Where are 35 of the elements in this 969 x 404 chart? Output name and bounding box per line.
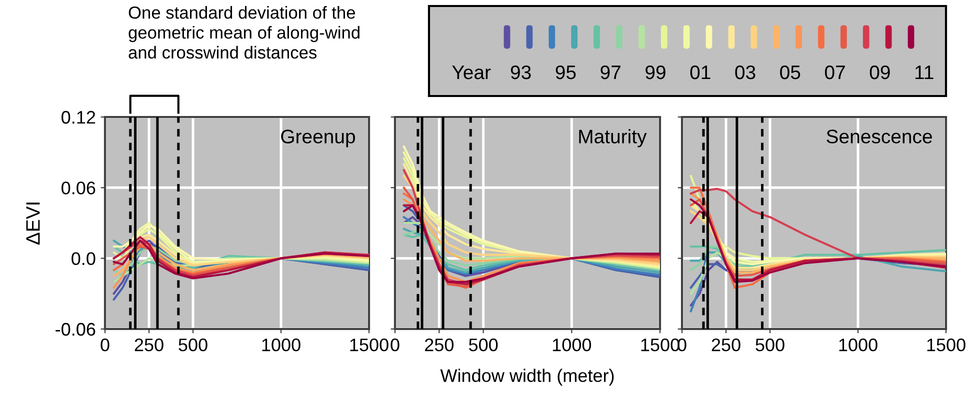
x-tick-label: 0 [100,338,110,352]
y-tick-label: 0.0 [72,252,96,266]
legend-label: 09 [870,65,890,80]
text: Senescence [826,130,932,144]
y-tick-label: -0.06 [56,322,96,336]
legend-label: 99 [646,65,666,80]
x-tick-label: 1000 [262,338,300,352]
x-tick-label: 1500 [927,338,966,352]
legend-title: Year [452,66,491,80]
y-tick-label: 0.06 [62,182,96,194]
y-tick-label: 0.12 [62,110,96,124]
legend-label: 95 [556,65,576,80]
text: Maturity [579,129,647,148]
legend-label: 03 [735,65,756,80]
legend-label: 93 [510,65,531,80]
legend-label: 01 [690,65,710,80]
legend-label: 07 [824,65,845,80]
x-tick-label: 250 [425,338,454,352]
y-axis-title: ΔEVI [26,202,40,245]
x-tick-label: 500 [178,338,208,352]
x-tick-label: 1500 [350,338,388,352]
x-tick-label: 1000 [552,338,592,352]
x-axis-title: Window width (meter) [440,368,614,386]
x-tick-label: 500 [756,338,784,352]
text: One standard deviation of the geometric mean of along-wind and crosswind distances [128,6,360,59]
x-tick-label: 0 [390,338,400,352]
legend-label: 11 [915,66,934,80]
text: Greenup [281,130,355,148]
x-tick-label: 1500 [641,338,680,352]
x-tick-label: 1000 [839,338,878,352]
legend-label: 05 [780,65,800,80]
x-tick-label: 250 [712,338,740,352]
x-tick-label: 250 [134,338,164,352]
legend-label: 97 [600,65,620,80]
x-tick-label: 500 [468,338,498,352]
